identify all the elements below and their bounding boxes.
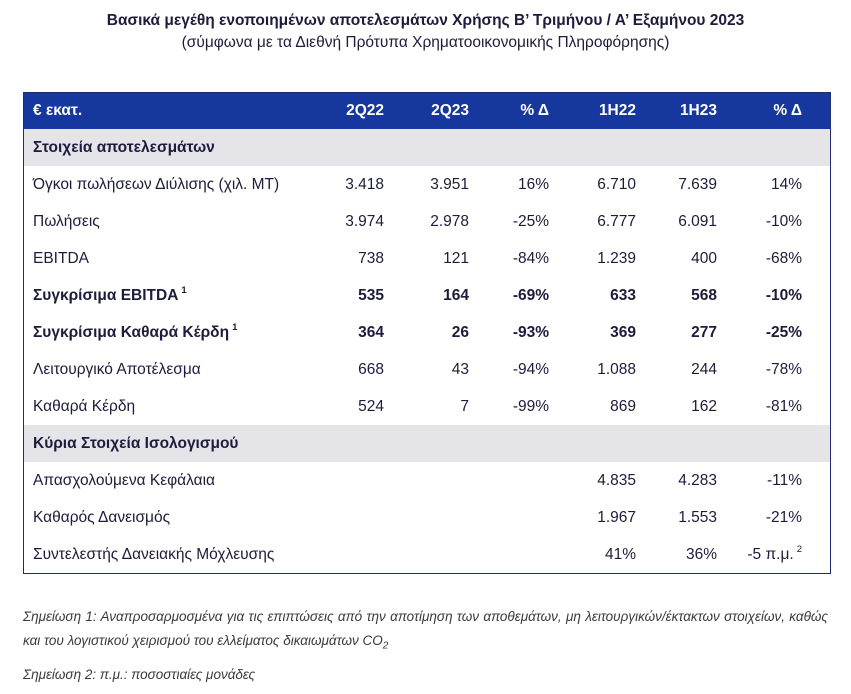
co2-subscript: 2 — [382, 640, 389, 652]
footnote-1: Σημείωση 1: Αναπροσαρμοσμένα για τις επι… — [23, 609, 828, 652]
header-2q23: 2Q23 — [431, 102, 469, 119]
table-row: Συγκρίσιμα EBITDA 1 535 164 -69% 633 568 -10% — [24, 277, 830, 314]
header-1h22: 1H22 — [598, 102, 636, 119]
cell-1h23: 400 — [691, 249, 717, 267]
cell-pct-delta-quarter: -93% — [512, 323, 549, 341]
cell-pct-delta-half: -10% — [765, 286, 802, 304]
table-row: Καθαρά Κέρδη 524 7 -99% 869 162 -81% — [24, 388, 830, 425]
table-row: Λειτουργικό Αποτέλεσμα 668 43 -94% 1.088 244 -… — [24, 351, 830, 388]
table-row: Συντελεστής Δανειακής Μόχλευσης 41% 36% -5 … — [24, 536, 830, 573]
header-unit-label: € εκατ. — [33, 102, 83, 119]
cell-pct-delta-half: -78% — [765, 360, 802, 378]
cell-1h23: 277 — [691, 323, 717, 341]
cell-pct-delta-quarter: -94% — [512, 360, 549, 378]
cell-2q23: 26 — [451, 323, 469, 341]
footnote-ref: 1 — [232, 322, 238, 334]
header-pct-delta-quarter: % Δ — [520, 102, 549, 119]
cell-2q22: 668 — [358, 360, 384, 378]
header-2q22: 2Q22 — [346, 102, 384, 119]
cell-1h23: 244 — [691, 360, 717, 378]
cell-pct-delta-half: -81% — [765, 397, 802, 415]
header-pct-delta-half: % Δ — [773, 102, 802, 119]
cell-pct-delta-quarter: -25% — [512, 212, 549, 230]
cell-1h22: 1.088 — [597, 360, 636, 378]
cell-2q23: 164 — [443, 286, 469, 304]
cell-2q23: 7 — [460, 397, 469, 415]
header-1h23: 1H23 — [679, 102, 717, 119]
table-header-row: € εκατ. 2Q22 2Q23 % Δ 1H22 1H23 % Δ — [24, 93, 830, 129]
cell-1h23: 4.283 — [678, 471, 717, 489]
table-row: EBITDA 738 121 -84% 1.239 400 -68% — [24, 240, 830, 277]
section-title: Κύρια Στοιχεία Ισολογισμού — [33, 434, 239, 452]
cell-2q22: 524 — [358, 397, 384, 415]
row-label: Συγκρίσιμα Καθαρά Κέρδη 1 — [33, 322, 238, 341]
title-block: Βασικά μεγέθη ενοποιημένων αποτελεσμάτων… — [0, 10, 851, 54]
row-label: Καθαρός Δανεισμός — [33, 508, 171, 526]
section-header-row: Κύρια Στοιχεία Ισολογισμού — [24, 425, 830, 462]
cell-pct-delta-quarter: -99% — [512, 397, 549, 415]
row-label: Λειτουργικό Αποτέλεσμα — [33, 360, 201, 378]
cell-1h23: 36% — [685, 545, 717, 563]
cell-pct-delta-quarter: 16% — [517, 175, 549, 193]
table-row: Καθαρός Δανεισμός 1.967 1.553 -21% — [24, 499, 830, 536]
page-subtitle: (σύμφωνα με τα Διεθνή Πρότυπα Χρηματοοικ… — [181, 34, 670, 51]
cell-pct-delta-quarter: -69% — [512, 286, 549, 304]
row-label: EBITDA — [33, 249, 89, 267]
cell-1h22: 4.835 — [597, 471, 636, 489]
cell-2q22: 3.974 — [345, 212, 384, 230]
cell-1h22: 6.777 — [597, 212, 636, 230]
table-row: Όγκοι πωλήσεων Διύλισης (χιλ. ΜΤ) 3.418 3.… — [24, 166, 830, 203]
cell-1h22: 633 — [610, 286, 636, 304]
financial-table: € εκατ. 2Q22 2Q23 % Δ 1H22 1H23 % Δ Στοιχεία απ… — [23, 92, 831, 574]
cell-pct-delta-half: -10% — [765, 212, 802, 230]
footnote-ref: 1 — [181, 285, 187, 297]
row-label: Όγκοι πωλήσεων Διύλισης (χιλ. ΜΤ) — [33, 175, 280, 193]
row-label: Πωλήσεις — [33, 212, 100, 230]
table-row: Πωλήσεις 3.974 2.978 -25% 6.777 6.091 -10% — [24, 203, 830, 240]
footnotes: Σημείωση 1: Αναπροσαρμοσμένα για τις επι… — [23, 605, 828, 687]
cell-2q23: 121 — [443, 249, 469, 267]
row-label: Καθαρά Κέρδη — [33, 397, 136, 415]
page-title: Βασικά μεγέθη ενοποιημένων αποτελεσμάτων… — [106, 12, 745, 29]
cell-1h23: 568 — [691, 286, 717, 304]
cell-pct-delta-half: -21% — [765, 508, 802, 526]
cell-1h23: 1.553 — [678, 508, 717, 526]
cell-pct-delta-half: -5 π.μ. 2 — [747, 544, 802, 563]
cell-pct-delta-half: -68% — [765, 249, 802, 267]
cell-1h22: 1.239 — [597, 249, 636, 267]
cell-1h23: 7.639 — [678, 175, 717, 193]
row-label: Συγκρίσιμα EBITDA 1 — [33, 285, 187, 304]
cell-2q23: 2.978 — [430, 212, 469, 230]
cell-pct-delta-half: 14% — [770, 175, 802, 193]
cell-2q22: 3.418 — [345, 175, 384, 193]
cell-2q23: 43 — [451, 360, 469, 378]
footnote-2: Σημείωση 2: π.μ.: ποσοστιαίες μονάδες — [23, 667, 256, 682]
cell-2q22: 738 — [358, 249, 384, 267]
footnote-ref: 2 — [796, 544, 802, 556]
cell-1h23: 162 — [691, 397, 717, 415]
section-title: Στοιχεία αποτελεσμάτων — [33, 138, 215, 156]
cell-pct-delta-quarter: -84% — [512, 249, 549, 267]
cell-2q22: 535 — [358, 286, 384, 304]
cell-1h22: 6.710 — [597, 175, 636, 193]
cell-pct-delta-half: -11% — [766, 471, 802, 489]
cell-1h22: 1.967 — [597, 508, 636, 526]
cell-1h22: 369 — [610, 323, 636, 341]
cell-1h22: 41% — [604, 545, 636, 563]
cell-1h22: 869 — [610, 397, 636, 415]
cell-1h23: 6.091 — [678, 212, 717, 230]
table-row: Συγκρίσιμα Καθαρά Κέρδη 1 364 26 -93% 369 277 -… — [24, 314, 830, 351]
section-header-row: Στοιχεία αποτελεσμάτων — [24, 129, 830, 166]
cell-2q22: 364 — [358, 323, 384, 341]
table-row: Απασχολούμενα Κεφάλαια 4.835 4.283 -11% — [24, 462, 830, 499]
cell-pct-delta-half: -25% — [765, 323, 802, 341]
row-label: Απασχολούμενα Κεφάλαια — [33, 471, 215, 489]
row-label: Συντελεστής Δανειακής Μόχλευσης — [33, 545, 275, 563]
cell-2q23: 3.951 — [430, 175, 469, 193]
